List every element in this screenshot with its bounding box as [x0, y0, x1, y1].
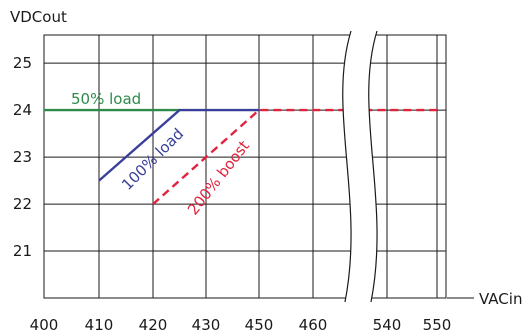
- axis-break: [342, 30, 378, 303]
- series-annotation-2: 200% boost: [184, 137, 253, 218]
- x-tick-label: 400: [30, 316, 59, 334]
- x-tick-label: 540: [373, 316, 402, 334]
- plot-frame: [43, 34, 447, 299]
- x-tick-label: 420: [139, 316, 168, 334]
- axis-break-line-right: [368, 30, 378, 303]
- grid: [43, 34, 447, 299]
- y-axis-label: VDCout: [10, 8, 67, 26]
- y-tick-label: 21: [13, 242, 32, 260]
- x-tick-label: 410: [85, 316, 114, 334]
- x-tick-label: 430: [192, 316, 221, 334]
- x-axis-label: VACin: [479, 290, 522, 308]
- series-line-1: [98, 108, 259, 182]
- y-tick-label: 22: [13, 195, 32, 213]
- x-tick-label: 460: [299, 316, 328, 334]
- series-line-2: [152, 108, 437, 205]
- y-tick-label: 25: [13, 54, 32, 72]
- axis-break-gap: [342, 31, 378, 302]
- x-tick-label: 550: [423, 316, 452, 334]
- tick-labels: 21 22 23 24 25 400 410 420 430 450 460 540 550: [13, 54, 451, 334]
- x-tick-label: 450: [245, 316, 274, 334]
- y-tick-label: 24: [13, 101, 32, 119]
- y-tick-label: 23: [13, 148, 32, 166]
- series-annotation-0: 50% load: [71, 90, 141, 108]
- series-layer: [44, 108, 437, 205]
- axis-break-line-left: [342, 30, 352, 303]
